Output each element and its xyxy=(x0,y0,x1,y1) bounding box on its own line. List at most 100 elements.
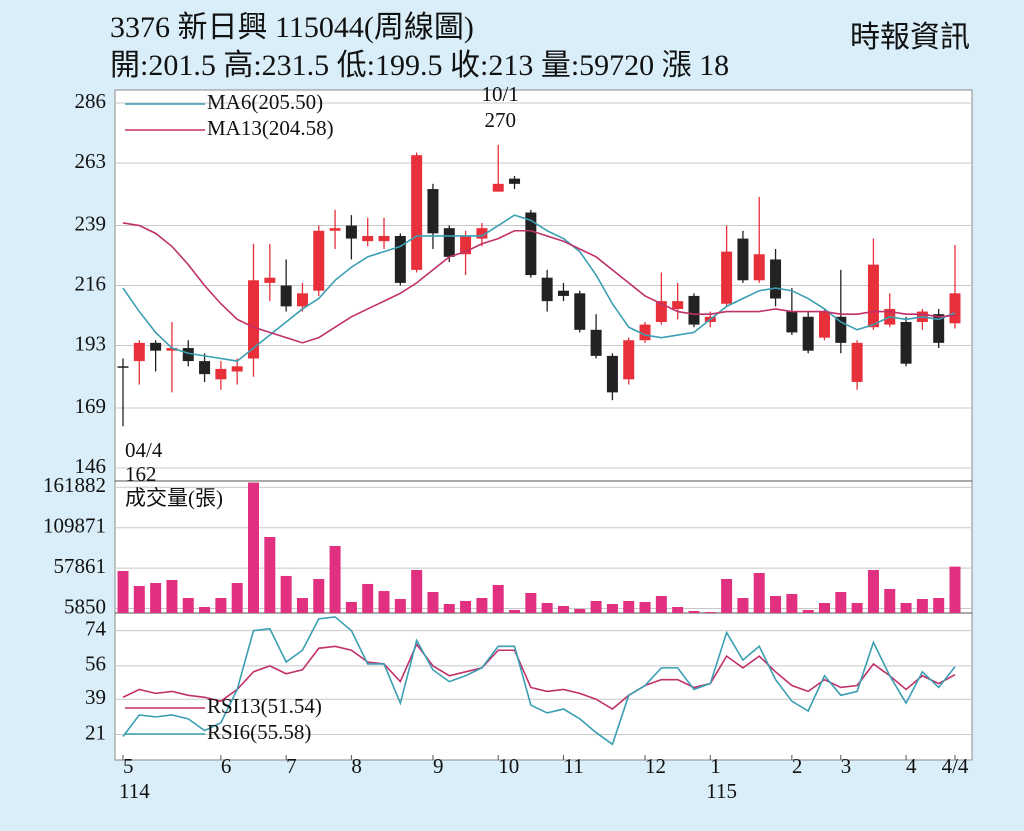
x-tick-label: 12 xyxy=(645,754,666,778)
bar xyxy=(737,598,749,613)
candle-body xyxy=(296,293,308,307)
bar xyxy=(688,610,700,613)
y-tick-label: 57861 xyxy=(54,554,107,578)
bar xyxy=(818,602,830,613)
x-tick-label: 7 xyxy=(286,754,297,778)
candle-body xyxy=(280,285,292,307)
candle-body xyxy=(345,225,357,239)
plot-area xyxy=(114,89,973,761)
candle-body xyxy=(117,366,129,368)
candle-body xyxy=(378,235,390,242)
annotation: 04/4 xyxy=(125,438,163,462)
bar xyxy=(916,599,928,613)
bar xyxy=(329,545,341,613)
candle-body xyxy=(541,277,553,302)
y-tick-label: 39 xyxy=(85,685,106,709)
bar xyxy=(199,607,211,613)
candle-body xyxy=(606,355,618,393)
candle-body xyxy=(264,277,276,283)
y-tick-label: 216 xyxy=(75,271,107,295)
bar xyxy=(182,598,194,613)
candle-body xyxy=(721,251,733,304)
candle-body xyxy=(835,316,847,343)
bar xyxy=(345,601,357,613)
candle-body xyxy=(215,368,227,380)
candle-body xyxy=(509,178,521,184)
y-tick-label: 21 xyxy=(85,720,106,744)
candle-body xyxy=(867,264,879,328)
bar xyxy=(231,583,243,613)
candle-body xyxy=(949,293,961,324)
y-tick-label: 239 xyxy=(75,211,107,235)
bar xyxy=(770,595,782,613)
panel-title: 成交量(張) xyxy=(125,486,223,510)
bar xyxy=(378,591,390,613)
y-tick-label: 169 xyxy=(75,394,107,418)
series-line xyxy=(122,616,956,746)
candle-body xyxy=(362,235,374,242)
y-tick-label: 161882 xyxy=(43,473,106,497)
bar xyxy=(672,607,684,613)
candle-body xyxy=(427,189,439,234)
candle-body xyxy=(411,155,423,270)
y-tick-label: 263 xyxy=(75,149,107,173)
x-tick-label: 2 xyxy=(792,754,803,778)
bar xyxy=(411,569,423,613)
candle-body xyxy=(590,329,602,356)
candle-body xyxy=(900,321,912,364)
bar xyxy=(492,584,504,613)
x-tick-label: 4 xyxy=(906,754,917,778)
bar xyxy=(427,592,439,613)
bar xyxy=(851,602,863,613)
bar xyxy=(248,482,260,613)
bar xyxy=(802,609,814,613)
bar xyxy=(867,569,879,613)
bar xyxy=(623,600,635,613)
bar xyxy=(655,595,667,613)
candle-body xyxy=(802,316,814,351)
legend-label: RSI13(51.54) xyxy=(207,694,322,718)
title: 3376 新日興 115044(周線圖) xyxy=(110,11,474,44)
source: 時報資訊 xyxy=(850,21,970,54)
x-tick-label: 1 xyxy=(710,754,721,778)
candle-body xyxy=(933,314,945,343)
candle-body xyxy=(753,254,765,281)
candle-body xyxy=(770,259,782,299)
candle-body xyxy=(476,228,488,239)
bar xyxy=(117,570,129,613)
x-tick-label: 4/4 xyxy=(942,754,969,778)
candle-body xyxy=(182,348,194,362)
bar xyxy=(264,536,276,613)
x-tick-label: 6 xyxy=(221,754,232,778)
candle-body xyxy=(851,342,863,382)
legend-label: MA13(204.58) xyxy=(207,116,334,140)
bar xyxy=(753,573,765,613)
annotation: 162 xyxy=(125,462,157,486)
bar xyxy=(574,608,586,613)
bar xyxy=(296,598,308,613)
bar xyxy=(949,566,961,613)
candle-body xyxy=(166,348,178,351)
y-tick-label: 146 xyxy=(75,454,107,478)
candle-body xyxy=(460,235,472,255)
bar xyxy=(704,611,716,613)
bar xyxy=(835,592,847,613)
bar xyxy=(476,598,488,613)
legend-label: MA6(205.50) xyxy=(207,90,323,114)
candle-body xyxy=(394,235,406,283)
candle-body xyxy=(248,280,260,359)
candle-body xyxy=(443,228,455,257)
x-tick-label: 3 xyxy=(841,754,852,778)
candle-body xyxy=(672,301,684,309)
bar xyxy=(541,602,553,613)
bar xyxy=(443,603,455,613)
candle-body xyxy=(199,361,211,375)
x-tick-label: 8 xyxy=(351,754,362,778)
bar xyxy=(133,585,145,613)
candle-body xyxy=(313,230,325,291)
summary: 開:201.5 高:231.5 低:199.5 收:213 量:59720 漲 … xyxy=(110,49,729,82)
bar xyxy=(884,589,896,613)
candle-body xyxy=(786,311,798,333)
bar xyxy=(900,602,912,613)
y-tick-label: 286 xyxy=(75,89,107,113)
